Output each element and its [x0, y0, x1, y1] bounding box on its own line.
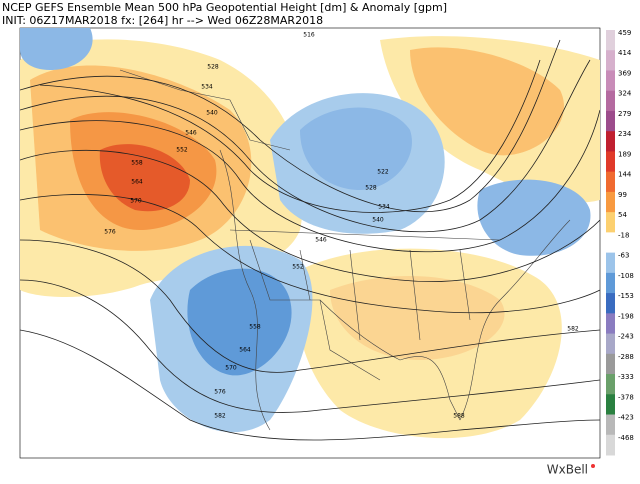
- colorbar-swatch: [606, 313, 615, 335]
- colorbar-swatch: [606, 333, 615, 355]
- colorbar-label: 54: [618, 211, 627, 219]
- contour-label: 540: [372, 217, 384, 224]
- contour-label: 588: [453, 413, 465, 420]
- contour-label: 534: [201, 84, 213, 91]
- colorbar-swatch: [606, 50, 615, 71]
- logo: WxBell: [547, 463, 588, 477]
- colorbar-swatch: [606, 353, 615, 375]
- colorbar-swatch: [606, 394, 615, 416]
- contour-label: 546: [315, 237, 327, 244]
- colorbar-label: -378: [618, 393, 634, 401]
- colorbar-label: -153: [618, 292, 634, 300]
- colorbar-swatch: [606, 293, 615, 314]
- colorbar-label: -288: [618, 353, 634, 361]
- colorbar-label: -243: [618, 333, 634, 341]
- contour-label: 564: [131, 179, 143, 186]
- contour-label: 528: [365, 185, 377, 192]
- contour-label: 552: [176, 147, 188, 154]
- colorbar-label: -198: [618, 312, 634, 320]
- colorbar-label: -18: [618, 231, 629, 239]
- colorbar-label: -423: [618, 414, 634, 422]
- contour-label: 582: [214, 413, 226, 420]
- contour-label: 540: [206, 110, 218, 117]
- logo-dot: [591, 464, 595, 468]
- colorbar-swatch: [606, 414, 615, 436]
- colorbar-swatch: [606, 70, 615, 92]
- contour-label: 534: [378, 204, 390, 211]
- colorbar-label: 189: [618, 150, 631, 158]
- colorbar-swatch: [606, 191, 615, 213]
- header-line2: INIT: 06Z17MAR2018 fx: [264] hr --> Wed …: [2, 14, 323, 27]
- contour-label: 552: [292, 264, 304, 271]
- colorbar-swatch: [606, 252, 615, 274]
- colorbar-label: -468: [618, 434, 634, 442]
- colorbar-swatch: [606, 30, 615, 51]
- colorbar-label: 459: [618, 29, 631, 37]
- colorbar-swatch: [606, 131, 615, 152]
- contour-label: 570: [225, 365, 237, 372]
- contour-label: 570: [130, 198, 142, 205]
- contour-label: 558: [131, 160, 143, 167]
- contour-label: 528: [207, 64, 219, 71]
- colorbar-swatch: [606, 434, 615, 456]
- colorbar-label: -108: [618, 272, 634, 280]
- colorbar-label: 279: [618, 110, 631, 118]
- colorbar-label: 324: [618, 90, 632, 98]
- colorbar-label: 144: [618, 171, 632, 179]
- header-line1: NCEP GEFS Ensemble Mean 500 hPa Geopoten…: [2, 1, 447, 14]
- colorbar-label: 234: [618, 130, 632, 138]
- contour-label: 564: [239, 347, 251, 354]
- colorbar-swatch: [606, 151, 615, 173]
- contour-label: 582: [567, 326, 579, 333]
- colorbar-label: 99: [618, 191, 627, 199]
- colorbar-swatch: [606, 232, 615, 254]
- colorbar: 459 414 369 324 279 234 189 144 99 54 -18 -63 -108 -1…: [606, 29, 634, 456]
- map: 516 528 534 540 546 552 558 564 570 576 …: [19, 27, 601, 459]
- colorbar-swatch: [606, 110, 615, 132]
- colorbar-label: -63: [618, 252, 629, 260]
- colorbar-swatch: [606, 374, 615, 395]
- contour-label: 558: [249, 324, 261, 331]
- colorbar-swatch: [606, 212, 615, 233]
- colorbar-swatch: [606, 90, 615, 112]
- colorbar-label: 414: [618, 49, 632, 57]
- contour-label: 516: [303, 32, 315, 39]
- colorbar-swatch: [606, 272, 615, 294]
- colorbar-swatch: [606, 171, 615, 193]
- contour-label: 546: [185, 130, 197, 137]
- contour-label: 576: [104, 229, 116, 236]
- contour-label: 576: [214, 389, 226, 396]
- colorbar-label: 369: [618, 69, 631, 77]
- colorbar-label: -333: [618, 373, 634, 381]
- contour-label: 522: [377, 169, 389, 176]
